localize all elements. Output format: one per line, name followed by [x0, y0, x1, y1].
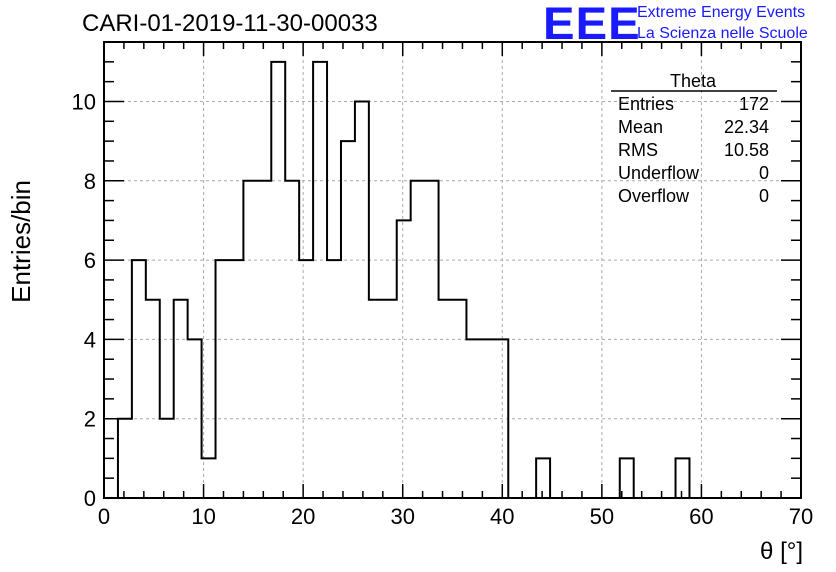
- stats-value: 10.58: [724, 140, 769, 160]
- stats-box: Theta Entries 172 Mean 22.34 RMS 10.58 Underfl…: [611, 71, 777, 206]
- y-tick-label: 8: [84, 169, 96, 194]
- x-tick-label: 10: [191, 504, 215, 529]
- x-tick-label: 30: [390, 504, 414, 529]
- x-tick-label: 20: [291, 504, 315, 529]
- axis-ticks: [103, 41, 802, 499]
- y-axis-label: Entries/bin: [6, 180, 36, 303]
- stats-value: 22.34: [724, 117, 769, 137]
- histogram-series-theta: [104, 60, 801, 499]
- stats-value: 172: [739, 94, 769, 114]
- brand-line-2: La Scienza nelle Scuole: [637, 25, 808, 42]
- grid-lines: [104, 42, 801, 498]
- y-tick-label: 4: [84, 327, 96, 352]
- x-tick-label: 70: [789, 504, 813, 529]
- x-tick-label: 50: [590, 504, 614, 529]
- stats-label: RMS: [618, 140, 658, 160]
- stats-value: 0: [759, 163, 769, 183]
- x-tick-labels: 0 10 20 30 40 50 60 70: [98, 504, 813, 529]
- stats-label: Underflow: [618, 163, 700, 183]
- stats-label: Mean: [618, 117, 663, 137]
- x-tick-label: 40: [490, 504, 514, 529]
- y-tick-label: 10: [72, 89, 96, 114]
- y-tick-label: 0: [84, 486, 96, 511]
- brand-text: Extreme Energy Events La Scienza nelle S…: [637, 2, 808, 44]
- chart-title: CARI-01-2019-11-30-00033: [82, 10, 378, 37]
- y-tick-labels: 0 2 4 6 8 10: [72, 89, 96, 511]
- stats-label: Entries: [618, 94, 674, 114]
- x-axis-label: θ [°]: [760, 538, 803, 565]
- eee-logo: EEE: [543, 1, 640, 46]
- x-tick-label: 0: [98, 504, 110, 529]
- stats-name: Theta: [670, 71, 717, 91]
- eee-logo-text: EEE: [543, 0, 641, 49]
- stats-value: 0: [759, 186, 769, 206]
- plot-frame: [103, 41, 802, 499]
- y-tick-label: 6: [84, 248, 96, 273]
- stats-label: Overflow: [618, 186, 690, 206]
- y-tick-label: 2: [84, 407, 96, 432]
- brand-line-1: Extreme Energy Events: [637, 4, 806, 21]
- x-tick-label: 60: [689, 504, 713, 529]
